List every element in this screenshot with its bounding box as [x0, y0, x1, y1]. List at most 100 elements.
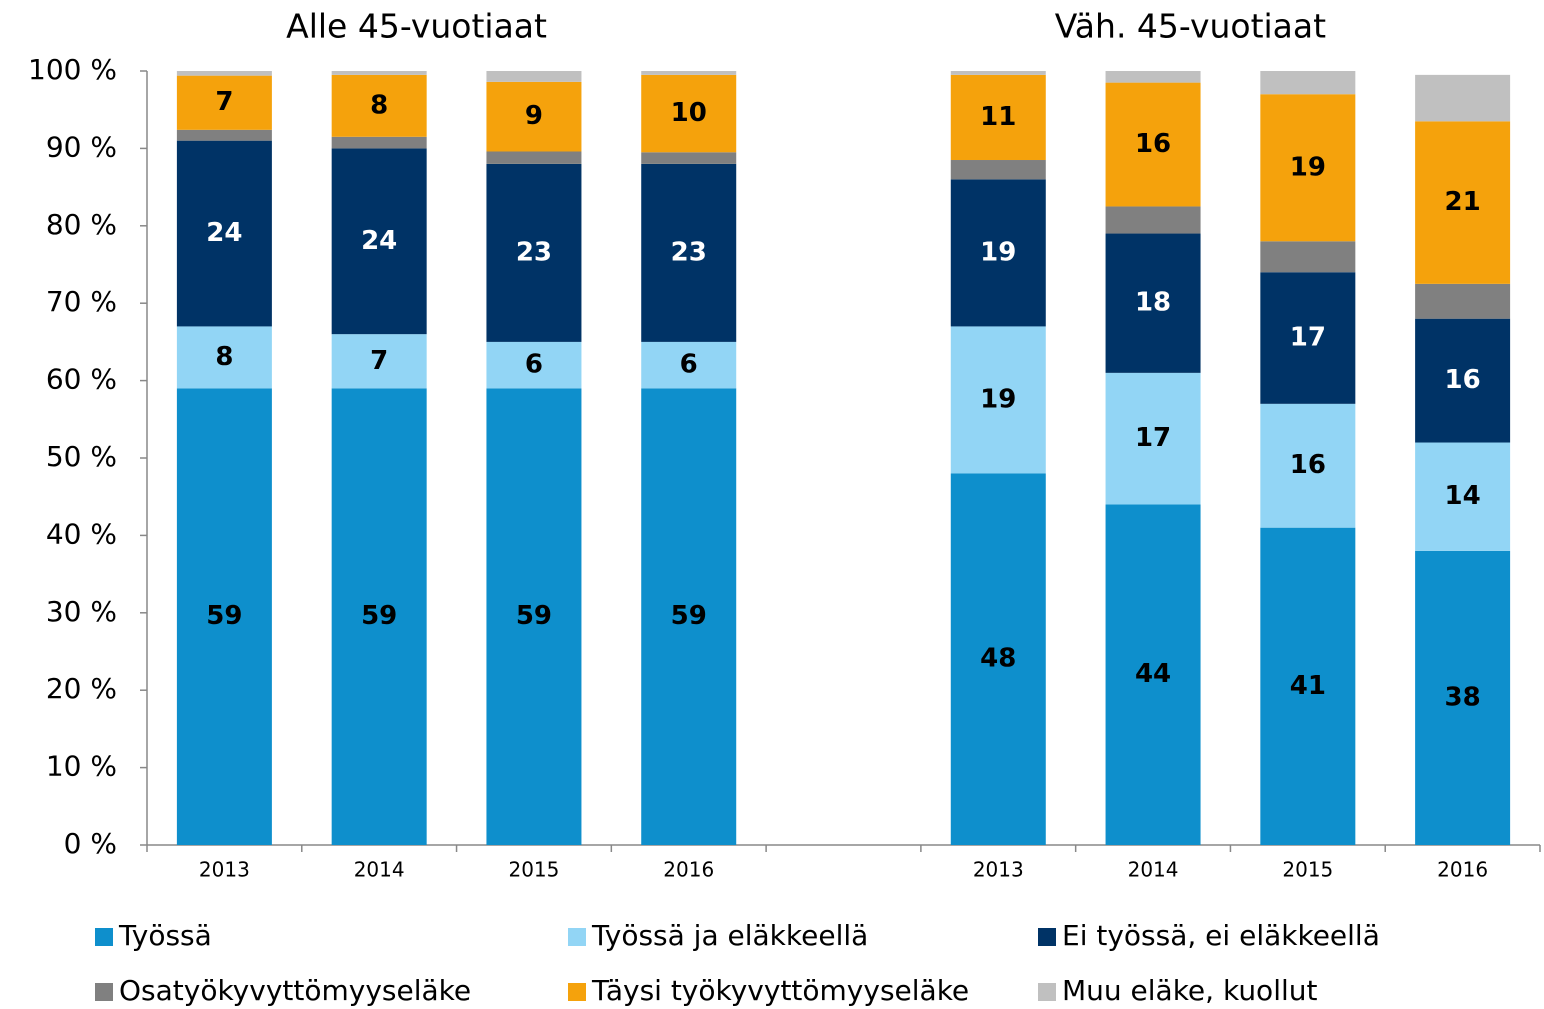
legend-swatch — [95, 983, 113, 1001]
bar-segment — [331, 71, 427, 75]
bar-segment — [950, 179, 1046, 327]
y-tick-label: 10 % — [46, 750, 117, 783]
bar-segment — [486, 388, 582, 845]
data-label: 6 — [525, 350, 543, 380]
bar-segment — [950, 74, 1046, 161]
bar-segment — [1415, 283, 1511, 319]
x-tick-label: 2014 — [1128, 858, 1179, 882]
data-label: 17 — [1135, 423, 1171, 453]
bar-segment — [641, 341, 737, 389]
legend-label: Työssä — [118, 919, 212, 952]
bar-segment — [1260, 527, 1356, 845]
legend-swatch — [95, 928, 113, 946]
data-label: 59 — [516, 601, 552, 631]
data-label: 59 — [206, 601, 242, 631]
bar-segment — [1260, 71, 1356, 95]
data-label: 41 — [1290, 671, 1326, 701]
legend-label: Työssä ja eläkkeellä — [591, 919, 868, 952]
bar-segment — [1105, 71, 1201, 83]
data-label: 21 — [1445, 187, 1481, 217]
y-tick-label: 80 % — [46, 208, 117, 241]
data-label: 59 — [361, 601, 397, 631]
bar-segment — [950, 326, 1046, 474]
bar-segment — [486, 151, 582, 164]
legend-label: Muu eläke, kuollut — [1062, 974, 1317, 1007]
x-tick-label: 2016 — [663, 858, 714, 882]
x-tick-label: 2013 — [199, 858, 250, 882]
legend-swatch — [1038, 928, 1056, 946]
bar-segment — [1260, 94, 1356, 242]
group-title: Alle 45-vuotiaat — [286, 7, 547, 46]
bar-segment — [1105, 82, 1201, 207]
bar-segment — [486, 71, 582, 82]
data-label: 19 — [980, 237, 1016, 267]
y-tick-label: 90 % — [46, 130, 117, 163]
bar-segment — [486, 81, 582, 152]
bar-segment — [1415, 550, 1511, 845]
y-tick-label: 20 % — [46, 672, 117, 705]
data-label: 59 — [671, 601, 707, 631]
bar-segment — [1260, 403, 1356, 528]
bar-segment — [176, 388, 272, 845]
bar-segment — [331, 388, 427, 845]
data-label: 48 — [980, 644, 1016, 674]
bar-segment — [1415, 442, 1511, 551]
data-label: 7 — [370, 346, 388, 376]
data-label: 9 — [525, 101, 543, 131]
legend-label: Osatyökyvyttömyyseläke — [119, 974, 471, 1007]
data-label: 38 — [1445, 682, 1481, 712]
bar-segment — [1415, 74, 1511, 122]
y-tick-label: 30 % — [46, 595, 117, 628]
legend-swatch — [568, 983, 586, 1001]
legend-swatch — [568, 928, 586, 946]
x-tick-label: 2014 — [354, 858, 405, 882]
bar-segment — [331, 136, 427, 149]
y-tick-label: 40 % — [46, 517, 117, 550]
legend-label: Ei työssä, ei eläkkeellä — [1062, 919, 1380, 952]
bar-segment — [641, 74, 737, 153]
data-label: 17 — [1290, 323, 1326, 353]
bar-segment — [1105, 372, 1201, 505]
data-label: 16 — [1290, 450, 1326, 480]
bar-segment — [950, 71, 1046, 75]
data-label: 11 — [980, 102, 1016, 132]
y-tick-label: 60 % — [46, 363, 117, 396]
data-label: 24 — [361, 226, 397, 256]
bar-segment — [176, 75, 272, 130]
y-tick-label: 70 % — [46, 285, 117, 318]
data-label: 19 — [1290, 152, 1326, 182]
y-tick-label: 100 % — [28, 53, 117, 86]
legend-swatch — [1038, 983, 1056, 1001]
bar-segment — [1260, 241, 1356, 273]
y-tick-label: 0 % — [64, 827, 117, 860]
data-label: 19 — [980, 384, 1016, 414]
bar-segment — [331, 74, 427, 137]
data-label: 16 — [1445, 365, 1481, 395]
x-tick-label: 2013 — [973, 858, 1024, 882]
data-label: 16 — [1135, 129, 1171, 159]
group-title: Väh. 45-vuotiaat — [1055, 7, 1326, 46]
bar-segment — [641, 388, 737, 845]
data-label: 24 — [206, 218, 242, 248]
bar-segment — [331, 148, 427, 335]
bar-segment — [1105, 206, 1201, 234]
x-tick-label: 2015 — [1282, 858, 1333, 882]
bar-segment — [950, 160, 1046, 180]
bar-segment — [1415, 121, 1511, 284]
bar-segment — [641, 152, 737, 164]
bar-segment — [641, 163, 737, 342]
data-label: 18 — [1135, 288, 1171, 318]
bar-segment — [486, 341, 582, 389]
bar-segment — [486, 163, 582, 342]
data-label: 6 — [680, 350, 698, 380]
data-label: 23 — [671, 237, 707, 267]
bar-segment — [176, 140, 272, 327]
data-label: 7 — [215, 87, 233, 117]
data-label: 8 — [370, 90, 388, 120]
bar-segment — [1105, 504, 1201, 845]
bar-segment — [1105, 233, 1201, 373]
data-label: 14 — [1445, 481, 1481, 511]
data-label: 44 — [1135, 659, 1171, 689]
y-tick-label: 50 % — [46, 440, 117, 473]
